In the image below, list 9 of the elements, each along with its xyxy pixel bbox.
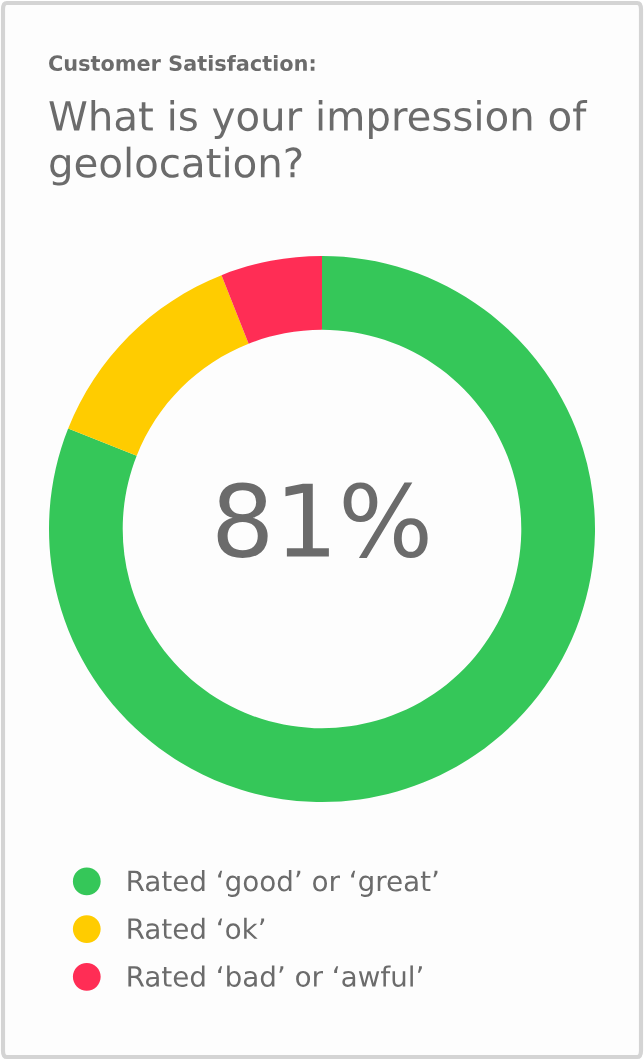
chart-title: Customer Satisfaction: xyxy=(49,54,315,72)
chart-subtitle: What is your impression of geolocation? xyxy=(49,100,588,186)
donut-slice xyxy=(68,275,249,456)
donut-slice xyxy=(221,256,322,344)
legend-label: Rated ‘bad’ or ‘awful’ xyxy=(128,965,422,987)
text: 81% xyxy=(217,482,428,559)
legend-label: Rated ‘ok’ xyxy=(128,917,265,940)
donut-slice xyxy=(49,256,595,802)
legend-label: Rated ‘good’ or ‘great’ xyxy=(128,870,438,897)
